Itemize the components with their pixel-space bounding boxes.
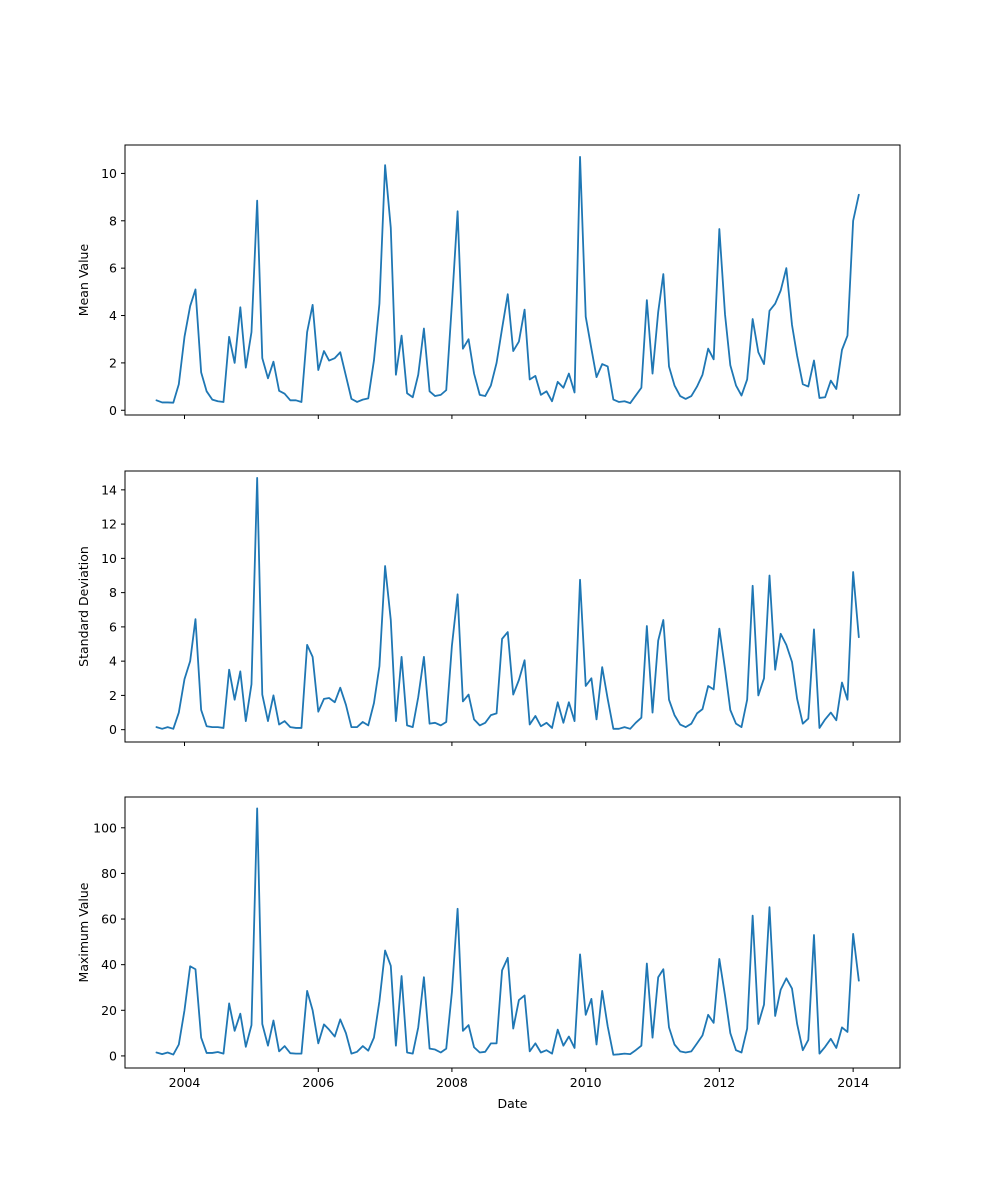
y-tick-label: 0: [109, 722, 117, 737]
subplot-1: 0 2 4 6 8 10 Mean Value: [76, 144, 901, 419]
y-tick-label: 80: [101, 866, 117, 881]
x-tick-label: 2010: [570, 1075, 602, 1090]
x-tick-label: 2012: [703, 1075, 735, 1090]
x-tick-label: 2004: [169, 1075, 201, 1090]
series-line: [155, 155, 860, 405]
y-tick-label: 6: [109, 619, 117, 634]
plot-frame: [124, 796, 901, 1069]
y-tick-label: 14: [101, 482, 117, 497]
x-axis-label: Date: [498, 1096, 528, 1111]
x-tick-label: 2014: [837, 1075, 869, 1090]
series-line: [155, 476, 860, 730]
y-axis-label: Mean Value: [76, 244, 91, 317]
y-tick-label: 4: [109, 308, 117, 323]
y-tick-label: 100: [93, 820, 117, 835]
plot-frame: [124, 470, 901, 743]
series-line: [155, 807, 860, 1056]
y-tick-label: 8: [109, 213, 117, 228]
y-tick-label: 0: [109, 1048, 117, 1063]
y-tick-label: 6: [109, 261, 117, 276]
y-axis-label: Standard Deviation: [76, 546, 91, 667]
y-tick-label: 2: [109, 355, 117, 370]
y-tick-label: 60: [101, 912, 117, 927]
y-tick-label: 8: [109, 585, 117, 600]
y-tick-label: 20: [101, 1003, 117, 1018]
subplot-2: 0 2 4 6 8 10 12 14 Standard Deviation: [76, 470, 901, 746]
y-tick-label: 12: [101, 517, 117, 532]
subplot-3: 0 20 40 60 80 100 2004 2006 2008 2010 2012 2014 Maxi…: [76, 796, 901, 1111]
x-tick-label: 2008: [436, 1075, 468, 1090]
plot-frame: [124, 144, 901, 416]
y-tick-label: 10: [101, 551, 117, 566]
y-tick-label: 40: [101, 957, 117, 972]
y-axis-label: Maximum Value: [76, 882, 91, 982]
y-tick-label: 10: [101, 166, 117, 181]
y-tick-label: 2: [109, 688, 117, 703]
x-tick-label: 2006: [302, 1075, 334, 1090]
y-tick-label: 4: [109, 654, 117, 669]
y-tick-label: 0: [109, 403, 117, 418]
